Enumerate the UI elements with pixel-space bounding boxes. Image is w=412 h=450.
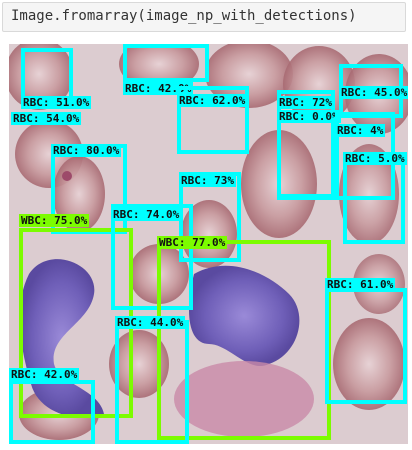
detection-label: RBC: 0.0%	[277, 110, 341, 123]
detection-label: RBC: 5.0%	[343, 152, 407, 165]
detection-box-rbc	[177, 86, 249, 154]
detection-box-rbc	[9, 380, 95, 444]
detection-label: RBC: 62.0%	[177, 94, 248, 107]
code-input[interactable]: Image.fromarray(image_np_with_detections…	[11, 8, 357, 24]
detection-box-wbc	[157, 240, 331, 440]
code-cell[interactable]: Image.fromarray(image_np_with_detections…	[2, 2, 406, 32]
detection-label: RBC: 45.0%	[339, 86, 408, 99]
detection-label: WBC: 77.0%	[157, 236, 228, 249]
detection-label: WBC: 75.0%	[19, 214, 90, 227]
detection-label: RBC: 61.0%	[325, 278, 396, 291]
detection-box-rbc	[123, 44, 209, 82]
detection-box-rbc	[111, 204, 193, 310]
detection-label: RBC: 42.0%	[123, 82, 194, 95]
detection-label: RBC: 51.0%	[21, 96, 92, 109]
detection-label: RBC: 73%	[179, 174, 236, 187]
detection-output-image: RBC: 42.0% RBC: 62.0% RBC: 72% RBC: 45.0% RB…	[9, 44, 408, 444]
detection-label: RBC: 80.0%	[51, 144, 122, 157]
detection-box-rbc	[277, 110, 337, 198]
detection-box-rbc	[343, 152, 405, 244]
detection-label: RBC: 44.0%	[115, 316, 186, 329]
detection-label: RBC: 42.0%	[9, 368, 80, 381]
detection-box-rbc	[21, 48, 73, 100]
detection-label: RBC: 72%	[277, 96, 334, 109]
detection-box-rbc	[325, 288, 407, 404]
detection-label: RBC: 54.0%	[11, 112, 82, 125]
detection-box-rbc	[115, 320, 189, 444]
detection-label: RBC: 74.0%	[111, 208, 182, 221]
detection-label: RBC: 4%	[335, 124, 386, 137]
